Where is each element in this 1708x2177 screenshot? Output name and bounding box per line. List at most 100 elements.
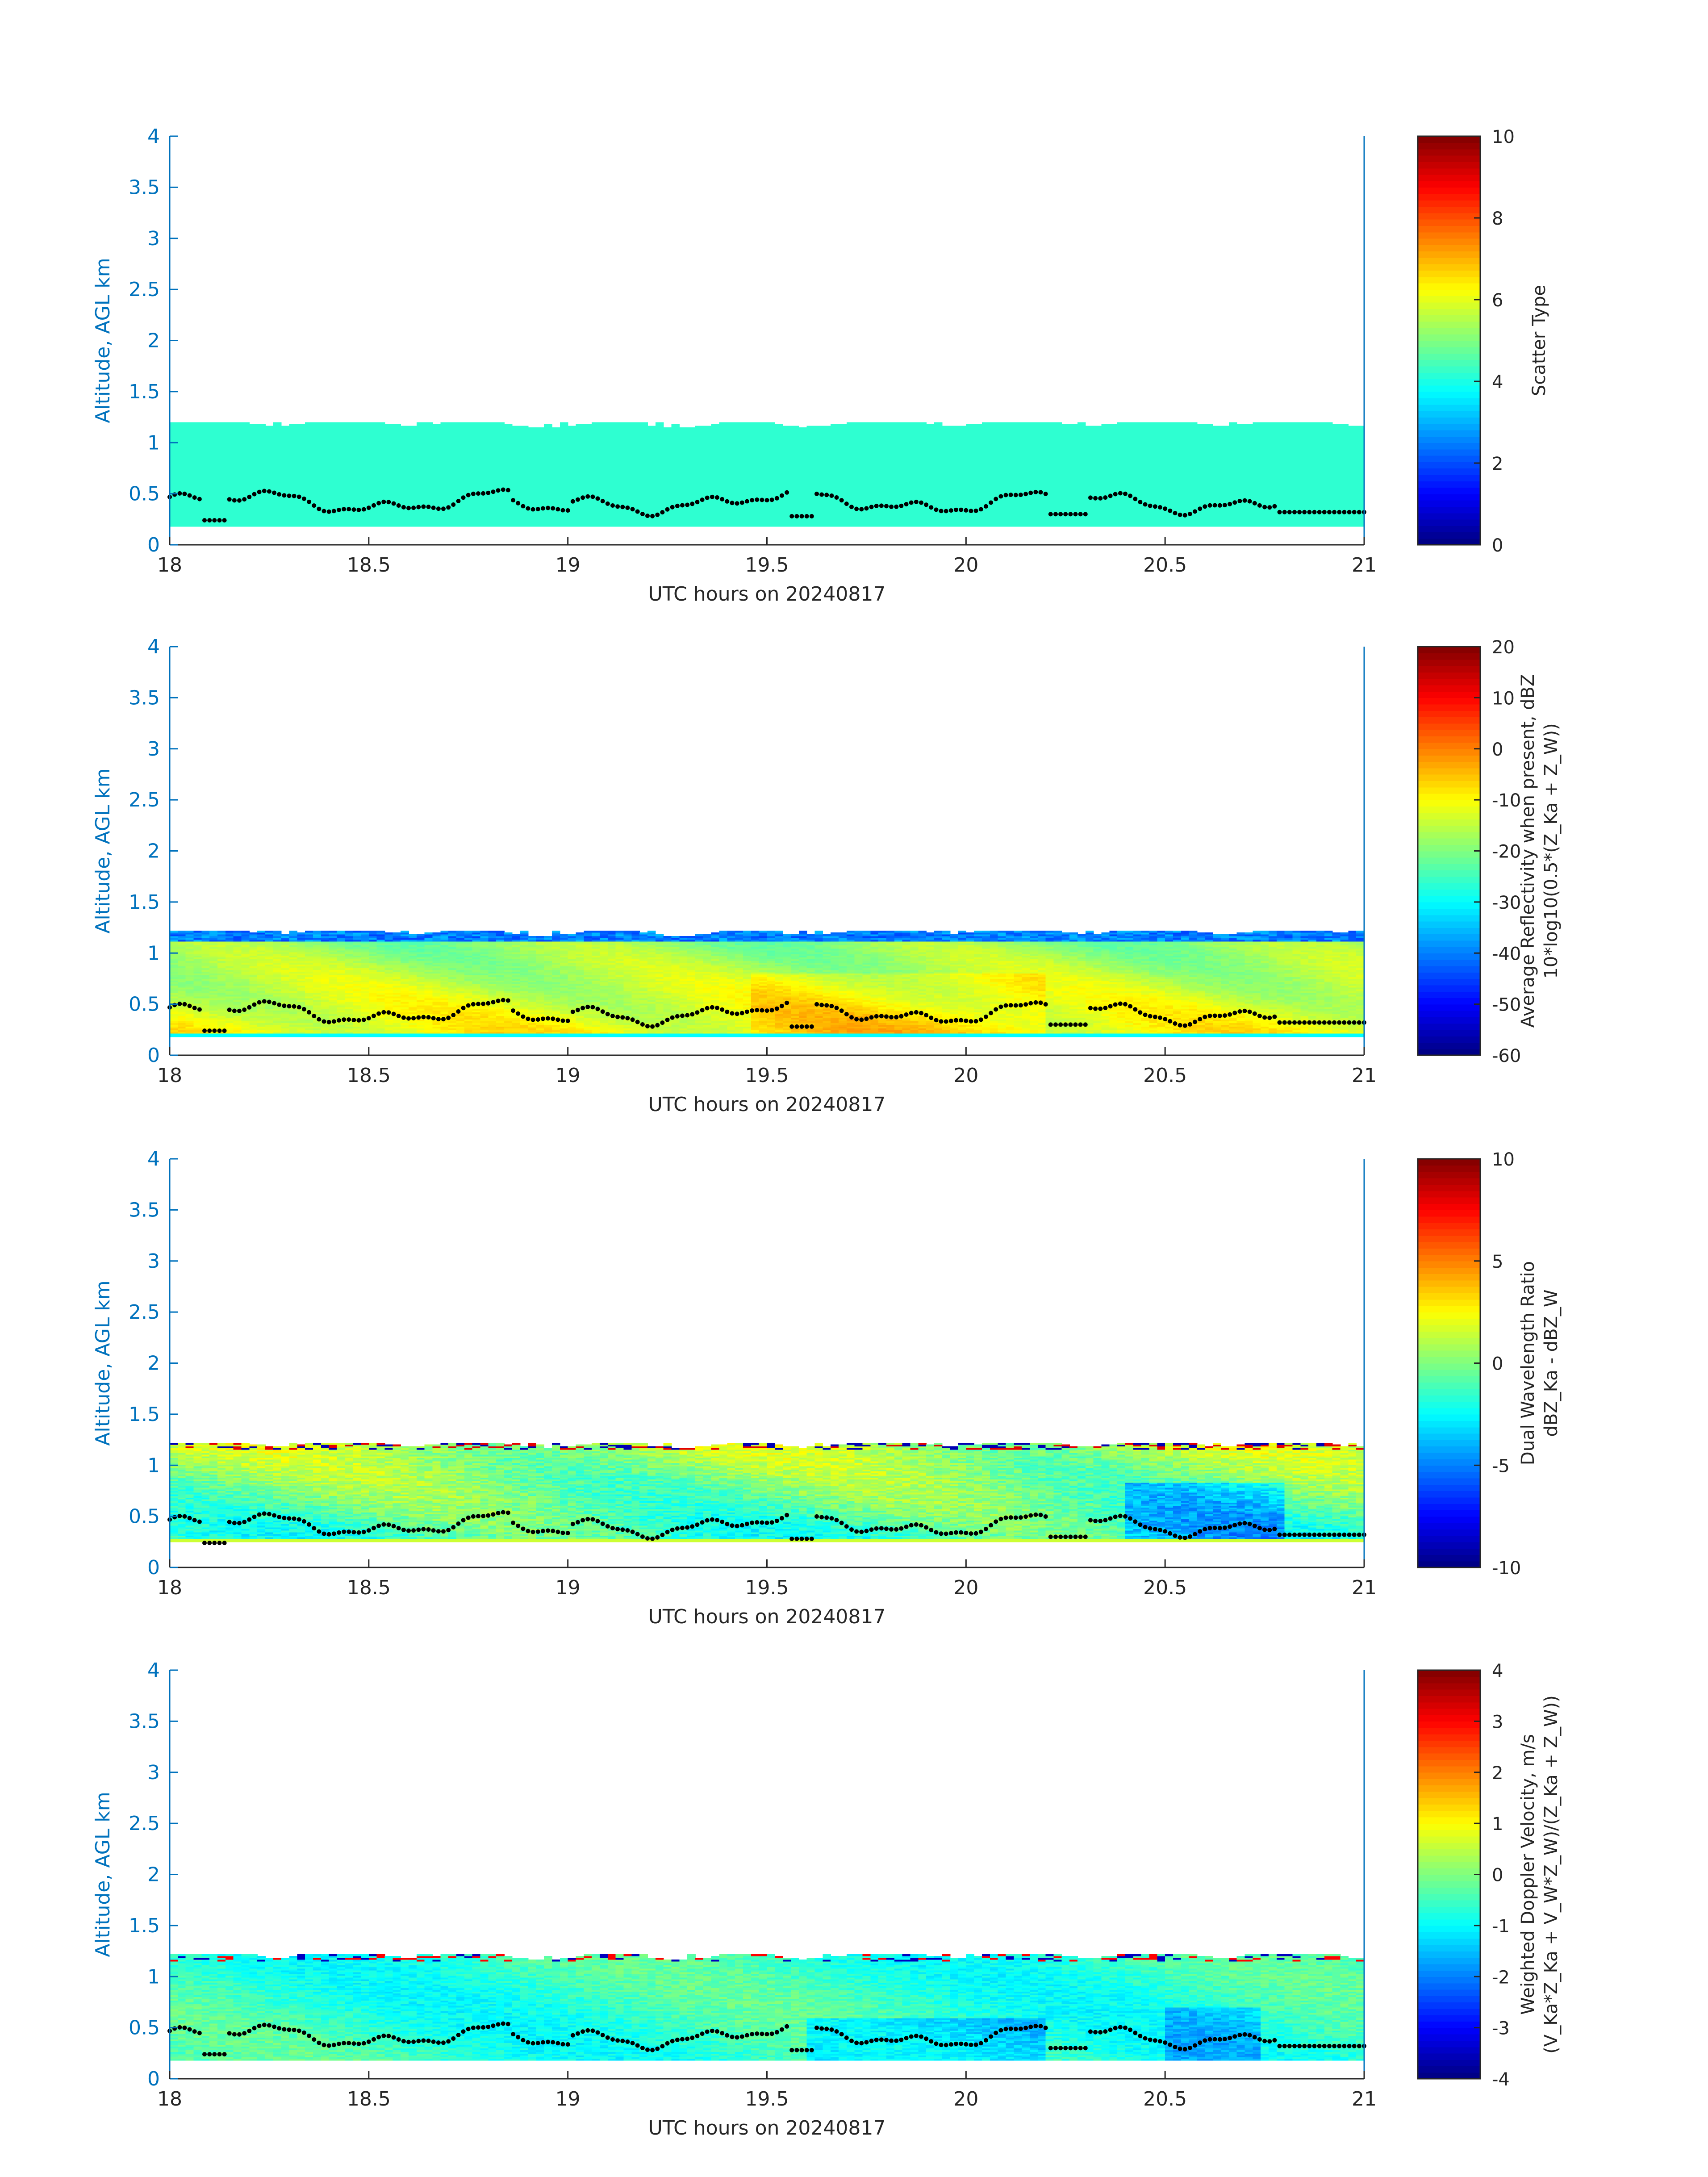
heatmap-cell [337, 481, 346, 484]
heatmap-cell [201, 443, 210, 445]
heatmap-cell [281, 485, 290, 487]
heatmap-cell [273, 477, 282, 480]
heatmap-cell [281, 448, 290, 451]
heatmap-cell [321, 523, 330, 525]
heatmap-cell [305, 464, 313, 466]
heatmap-cell [432, 524, 441, 527]
heatmap-cell [424, 441, 433, 443]
heatmap-cell [249, 436, 258, 439]
heatmap-cell [193, 453, 202, 456]
heatmap-cell [257, 523, 266, 525]
heatmap-cell [297, 471, 305, 473]
heatmap-cell [393, 434, 401, 437]
heatmap-cell [440, 497, 449, 499]
heatmap-cell [265, 446, 274, 449]
heatmap-cell [376, 427, 385, 430]
heatmap-cell [305, 446, 313, 449]
heatmap-cell [424, 486, 433, 489]
heatmap-cell [209, 434, 218, 437]
heatmap-cell [448, 519, 457, 522]
heatmap-cell [209, 495, 218, 497]
heatmap-cell [440, 426, 449, 428]
heatmap-cell [177, 488, 186, 490]
heatmap-cell [384, 521, 393, 523]
heatmap-cell [496, 422, 505, 425]
heatmap-cell [233, 476, 242, 478]
heatmap-cell [361, 493, 369, 496]
heatmap-cell [281, 498, 290, 501]
heatmap-cell [376, 485, 385, 487]
heatmap-cell [368, 422, 377, 425]
heatmap-cell [273, 514, 282, 517]
heatmap-cell [209, 438, 218, 440]
heatmap-cell [225, 455, 234, 458]
heatmap-cell [337, 495, 346, 497]
heatmap-cell [376, 462, 385, 464]
heatmap-cell [384, 512, 393, 515]
heatmap-cell [368, 436, 377, 439]
heatmap-cell [409, 516, 417, 518]
heatmap-cell [416, 512, 425, 515]
heatmap-cell [393, 453, 401, 456]
heatmap-cell [305, 477, 313, 480]
heatmap-cell [265, 427, 274, 430]
heatmap-cell [313, 486, 322, 489]
heatmap-cell [185, 422, 194, 425]
heatmap-cell [416, 438, 425, 440]
heatmap-cell [401, 521, 409, 523]
heatmap-cell [337, 446, 346, 449]
heatmap-cell [448, 438, 457, 440]
heatmap-cell [464, 422, 473, 425]
heatmap-cell [424, 472, 433, 475]
heatmap-cell [217, 481, 226, 484]
heatmap-cell [249, 476, 258, 478]
heatmap-cell [329, 427, 338, 430]
heatmap-cell [170, 506, 178, 508]
heatmap-cell [337, 483, 346, 485]
heatmap-cell [368, 497, 377, 499]
heatmap-cell [368, 471, 377, 473]
heatmap-cell [289, 523, 298, 525]
heatmap-cell [337, 502, 346, 505]
heatmap-cell [289, 488, 298, 490]
heatmap-cell [440, 500, 449, 503]
heatmap-cell [281, 504, 290, 506]
heatmap-cell [289, 485, 298, 487]
heatmap-cell [297, 483, 305, 485]
heatmap-cell [249, 426, 258, 428]
heatmap-cell [432, 441, 441, 443]
heatmap-cell [241, 518, 250, 520]
heatmap-cell [416, 460, 425, 463]
heatmap-cell [384, 436, 393, 439]
heatmap-cell [663, 427, 672, 430]
heatmap-cell [241, 436, 250, 439]
heatmap-cell [313, 450, 322, 452]
heatmap-cell [209, 448, 218, 451]
heatmap-cell [464, 523, 473, 525]
heatmap-cell [249, 498, 258, 501]
heatmap-cell [281, 432, 290, 435]
heatmap-cell [361, 506, 369, 508]
heatmap-cell [273, 474, 282, 476]
heatmap-cell [424, 498, 433, 501]
heatmap-cell [273, 460, 282, 463]
heatmap-cell [313, 495, 322, 497]
heatmap-cell [368, 509, 377, 511]
heatmap-cell [401, 488, 409, 490]
heatmap-cell [409, 497, 417, 499]
heatmap-cell [233, 464, 242, 466]
heatmap-cell [456, 495, 465, 497]
heatmap-cell [201, 439, 210, 442]
heatmap-cell [329, 424, 338, 426]
heatmap-cell [281, 469, 290, 472]
heatmap-cell [448, 471, 457, 473]
heatmap-cell [289, 462, 298, 464]
heatmap-cell [353, 426, 361, 428]
heatmap-cell [361, 521, 369, 523]
heatmap-cell [329, 450, 338, 452]
heatmap-cell [393, 507, 401, 510]
heatmap-cell [384, 441, 393, 443]
heatmap-cell [265, 462, 274, 464]
heatmap-cell [337, 500, 346, 503]
heatmap-cell [257, 439, 266, 442]
